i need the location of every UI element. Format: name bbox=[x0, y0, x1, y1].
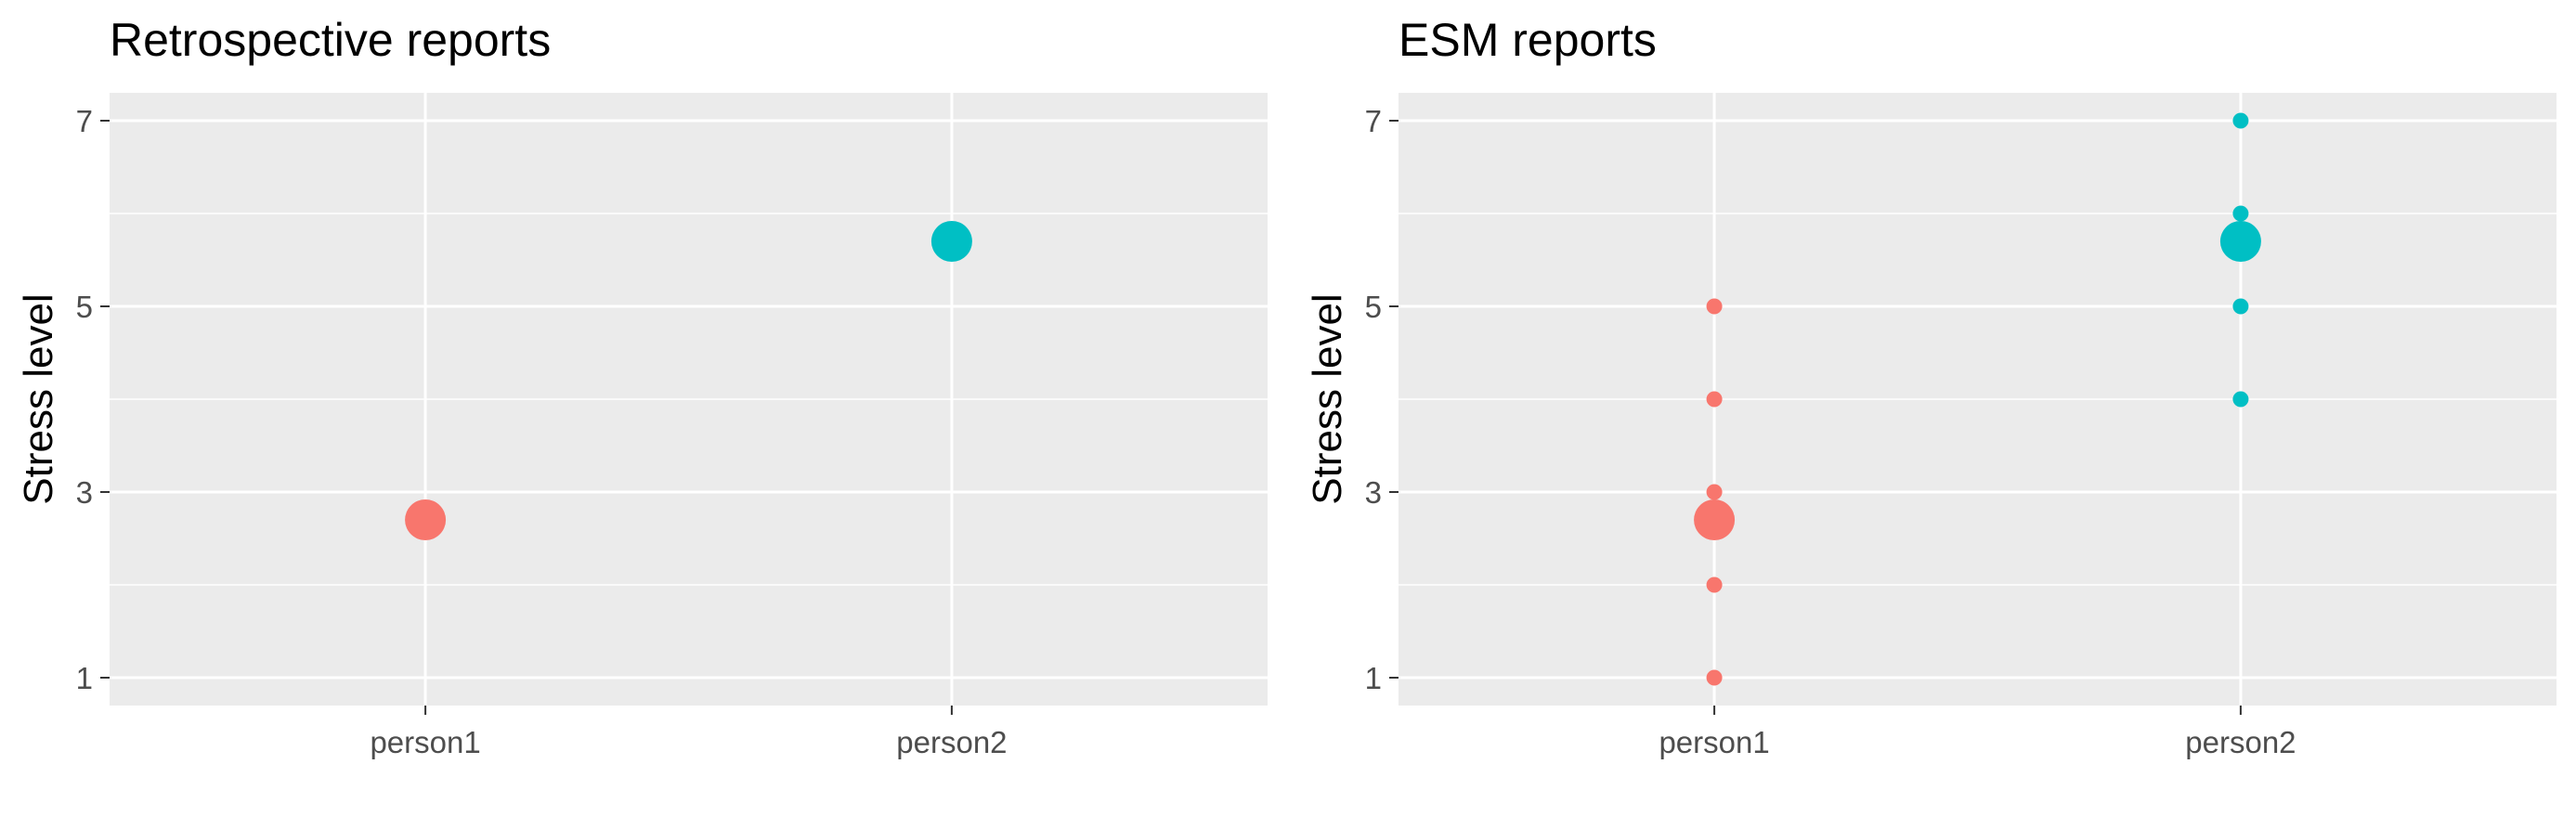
y-tick-label: 3 bbox=[76, 475, 93, 510]
data-points bbox=[405, 221, 972, 540]
data-point bbox=[2232, 205, 2249, 222]
x-tick-label: person2 bbox=[896, 725, 1007, 759]
y-axis: 1 3 5 7 bbox=[76, 104, 110, 695]
y-axis-label: Stress level bbox=[1305, 293, 1350, 504]
x-tick-label: person1 bbox=[1659, 725, 1769, 759]
y-tick-label: 5 bbox=[76, 290, 93, 324]
y-axis: 1 3 5 7 bbox=[1365, 104, 1399, 695]
data-points bbox=[1694, 112, 2261, 686]
data-point bbox=[1706, 298, 1723, 315]
data-point bbox=[1706, 576, 1723, 593]
y-tick-label: 3 bbox=[1365, 475, 1382, 510]
data-point bbox=[1706, 484, 1723, 500]
data-point bbox=[1694, 499, 1736, 540]
data-point bbox=[1706, 391, 1723, 408]
y-tick-label: 7 bbox=[1365, 104, 1382, 138]
y-tick-label: 1 bbox=[1365, 661, 1382, 695]
data-point bbox=[2232, 391, 2249, 408]
chart-title: Retrospective reports bbox=[110, 14, 551, 66]
y-tick-label: 1 bbox=[76, 661, 93, 695]
data-point bbox=[405, 499, 447, 540]
chart-title: ESM reports bbox=[1399, 14, 1657, 66]
x-tick-label: person1 bbox=[370, 725, 480, 759]
panel-esm: ESM reports 1 3 5 7 person1 person2 Stress l… bbox=[1305, 14, 2556, 759]
gridlines bbox=[110, 93, 1268, 706]
y-tick-label: 7 bbox=[76, 104, 93, 138]
y-axis-label: Stress level bbox=[16, 293, 61, 504]
data-point bbox=[2232, 112, 2249, 129]
data-point bbox=[2219, 221, 2261, 262]
x-tick-label: person2 bbox=[2185, 725, 2296, 759]
data-point bbox=[1706, 669, 1723, 686]
data-point bbox=[2232, 298, 2249, 315]
data-point bbox=[930, 221, 972, 262]
y-tick-label: 5 bbox=[1365, 290, 1382, 324]
x-axis: person1 person2 bbox=[370, 706, 1008, 759]
x-axis: person1 person2 bbox=[1659, 706, 2296, 759]
